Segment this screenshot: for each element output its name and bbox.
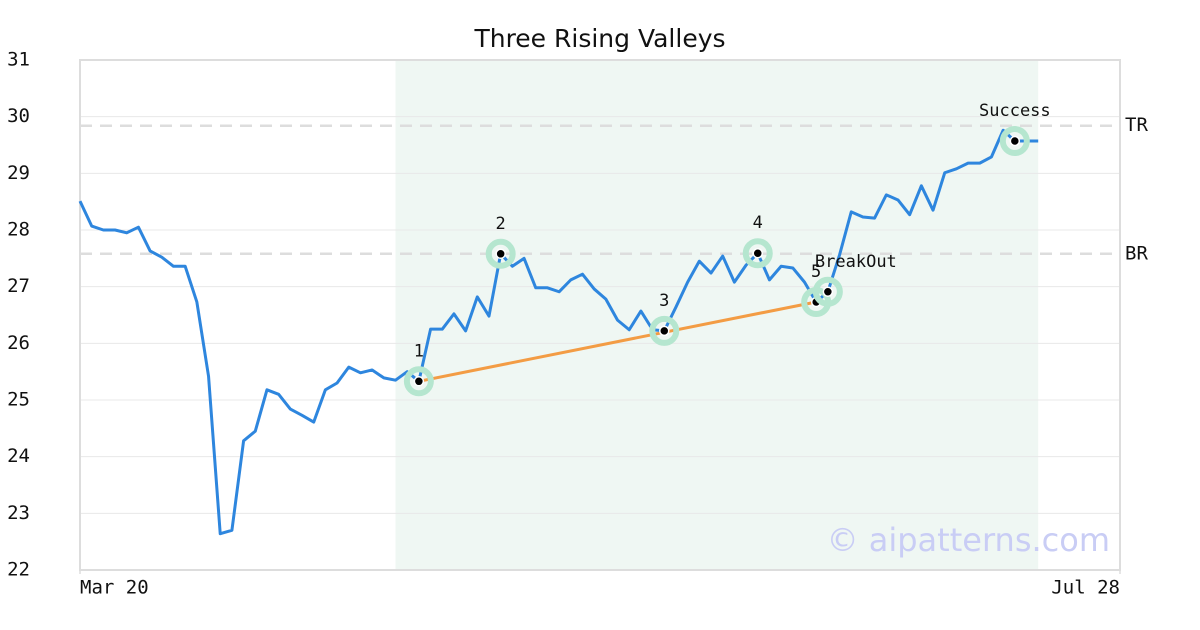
annotation-label: 3 bbox=[659, 291, 669, 311]
y-tick-label: 24 bbox=[7, 445, 30, 467]
pattern-point bbox=[413, 376, 425, 387]
pattern-point bbox=[822, 286, 834, 298]
chart-title: Three Rising Valleys bbox=[473, 24, 725, 53]
pattern-region bbox=[395, 60, 1039, 570]
y-tick-label: 22 bbox=[7, 559, 30, 581]
annotation-label: 5 bbox=[811, 262, 821, 282]
pattern-point bbox=[1009, 135, 1021, 147]
y-tick-label: 29 bbox=[7, 162, 30, 184]
y-tick-label: 28 bbox=[7, 219, 30, 241]
x-tick-label: Jul 28 bbox=[1051, 577, 1120, 599]
price-line bbox=[78, 128, 1039, 536]
y-tick-label: 27 bbox=[7, 275, 30, 297]
annotation-label: 4 bbox=[753, 213, 763, 233]
pattern-halo bbox=[649, 315, 680, 346]
pattern-halo bbox=[485, 238, 516, 269]
annotation-label: 2 bbox=[496, 214, 506, 234]
x-tick-label: Mar 20 bbox=[80, 577, 149, 599]
level-label: TR bbox=[1125, 114, 1148, 136]
pattern-halo bbox=[812, 276, 843, 307]
watermark: © aipatterns.com bbox=[827, 521, 1110, 559]
pattern-point bbox=[752, 247, 764, 259]
y-tick-label: 30 bbox=[7, 105, 30, 127]
plot-border bbox=[79, 59, 1121, 571]
y-tick-label: 25 bbox=[7, 389, 30, 411]
y-tick-label: 26 bbox=[7, 332, 30, 354]
pattern-point bbox=[495, 248, 506, 260]
pattern-halo bbox=[403, 366, 434, 397]
annotation-label: Success bbox=[979, 101, 1051, 121]
pattern-halo bbox=[742, 238, 773, 269]
pattern-halo bbox=[999, 126, 1030, 157]
level-label: BR bbox=[1125, 242, 1148, 264]
y-tick-label: 23 bbox=[7, 502, 30, 524]
trendline bbox=[418, 300, 817, 383]
annotation-label: 1 bbox=[414, 341, 424, 361]
annotation-label: BreakOut bbox=[815, 252, 897, 272]
pattern-point bbox=[659, 325, 670, 337]
y-tick-label: 31 bbox=[7, 49, 30, 71]
